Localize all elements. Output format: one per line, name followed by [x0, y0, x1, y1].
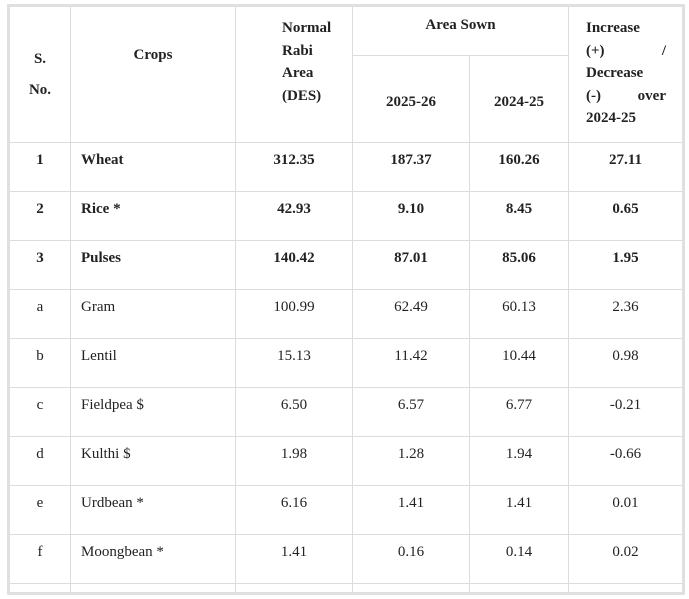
table-row: f Moongbean * 1.41 0.16 0.14 0.02: [8, 534, 684, 584]
cell-crop: Fieldpea $: [70, 387, 236, 437]
empty-cell: [469, 583, 569, 594]
cell-sno: 3: [8, 240, 71, 290]
cell-area-2025-26: 6.57: [352, 387, 470, 437]
cell-normal-area: 100.99: [235, 289, 353, 339]
cell-area-2025-26: 9.10: [352, 191, 470, 241]
cell-change: -0.66: [568, 436, 684, 486]
cell-area-2025-26: 0.16: [352, 534, 470, 584]
empty-cell: [352, 583, 470, 594]
empty-cell: [8, 583, 71, 594]
cell-normal-area: 15.13: [235, 338, 353, 388]
cell-normal-area: 1.41: [235, 534, 353, 584]
cell-area-2024-25: 6.77: [469, 387, 569, 437]
table-row: 2 Rice * 42.93 9.10 8.45 0.65: [8, 191, 684, 241]
cell-area-2025-26: 1.28: [352, 436, 470, 486]
cell-area-2024-25: 60.13: [469, 289, 569, 339]
cell-area-2025-26: 1.41: [352, 485, 470, 535]
header-year-2025-26: 2025-26: [352, 55, 470, 143]
cell-change: 2.36: [568, 289, 684, 339]
cell-crop: Rice *: [70, 191, 236, 241]
cell-change: 0.98: [568, 338, 684, 388]
cell-crop: Pulses: [70, 240, 236, 290]
cell-normal-area: 6.50: [235, 387, 353, 437]
cell-sno: b: [8, 338, 71, 388]
header-sno: S. No.: [8, 5, 71, 143]
table-row: a Gram 100.99 62.49 60.13 2.36: [8, 289, 684, 339]
cell-area-2025-26: 87.01: [352, 240, 470, 290]
cell-sno: d: [8, 436, 71, 486]
cell-area-2024-25: 8.45: [469, 191, 569, 241]
cell-change: 0.01: [568, 485, 684, 535]
empty-cell: [568, 583, 684, 594]
cell-sno: f: [8, 534, 71, 584]
header-area-sown: Area Sown: [352, 5, 569, 56]
cell-area-2024-25: 85.06: [469, 240, 569, 290]
table-row: [8, 583, 684, 594]
cell-area-2024-25: 160.26: [469, 142, 569, 192]
cell-area-2025-26: 11.42: [352, 338, 470, 388]
cell-change: 0.65: [568, 191, 684, 241]
cell-sno: 2: [8, 191, 71, 241]
header-increase-decrease: Increase (+) / Decrease (-) over 2024-25: [568, 5, 684, 143]
cell-normal-area: 42.93: [235, 191, 353, 241]
table-row: e Urdbean * 6.16 1.41 1.41 0.01: [8, 485, 684, 535]
cell-change: -0.21: [568, 387, 684, 437]
header-year-2024-25: 2024-25: [469, 55, 569, 143]
cell-area-2024-25: 1.94: [469, 436, 569, 486]
cell-change: 0.02: [568, 534, 684, 584]
empty-cell: [235, 583, 353, 594]
cell-sno: 1: [8, 142, 71, 192]
cell-normal-area: 1.98: [235, 436, 353, 486]
header-crops: Crops: [70, 5, 236, 143]
cell-change: 27.11: [568, 142, 684, 192]
cell-crop: Wheat: [70, 142, 236, 192]
empty-cell: [70, 583, 236, 594]
rabi-area-table: S. No. Crops Normal Rabi Area (DES) Area Sow…: [7, 4, 685, 595]
cell-crop: Urdbean *: [70, 485, 236, 535]
cell-normal-area: 312.35: [235, 142, 353, 192]
cell-area-2024-25: 10.44: [469, 338, 569, 388]
cell-normal-area: 140.42: [235, 240, 353, 290]
table-row: 3 Pulses 140.42 87.01 85.06 1.95: [8, 240, 684, 290]
cell-crop: Lentil: [70, 338, 236, 388]
cell-sno: e: [8, 485, 71, 535]
cell-crop: Moongbean *: [70, 534, 236, 584]
cell-area-2025-26: 187.37: [352, 142, 470, 192]
table-row: b Lentil 15.13 11.42 10.44 0.98: [8, 338, 684, 388]
cell-change: 1.95: [568, 240, 684, 290]
table-row: d Kulthi $1.98 1.28 1.94 -0.66: [8, 436, 684, 486]
table-row: c Fieldpea $6.50 6.57 6.77 -0.21: [8, 387, 684, 437]
cell-area-2025-26: 62.49: [352, 289, 470, 339]
cell-sno: c: [8, 387, 71, 437]
cell-crop: Gram: [70, 289, 236, 339]
cell-area-2024-25: 0.14: [469, 534, 569, 584]
table-row: 1 Wheat 312.35 187.37 160.26 27.11: [8, 142, 684, 192]
cell-normal-area: 6.16: [235, 485, 353, 535]
header-normal-rabi-area: Normal Rabi Area (DES): [235, 5, 353, 143]
cell-sno: a: [8, 289, 71, 339]
cell-crop: Kulthi $: [70, 436, 236, 486]
cell-area-2024-25: 1.41: [469, 485, 569, 535]
